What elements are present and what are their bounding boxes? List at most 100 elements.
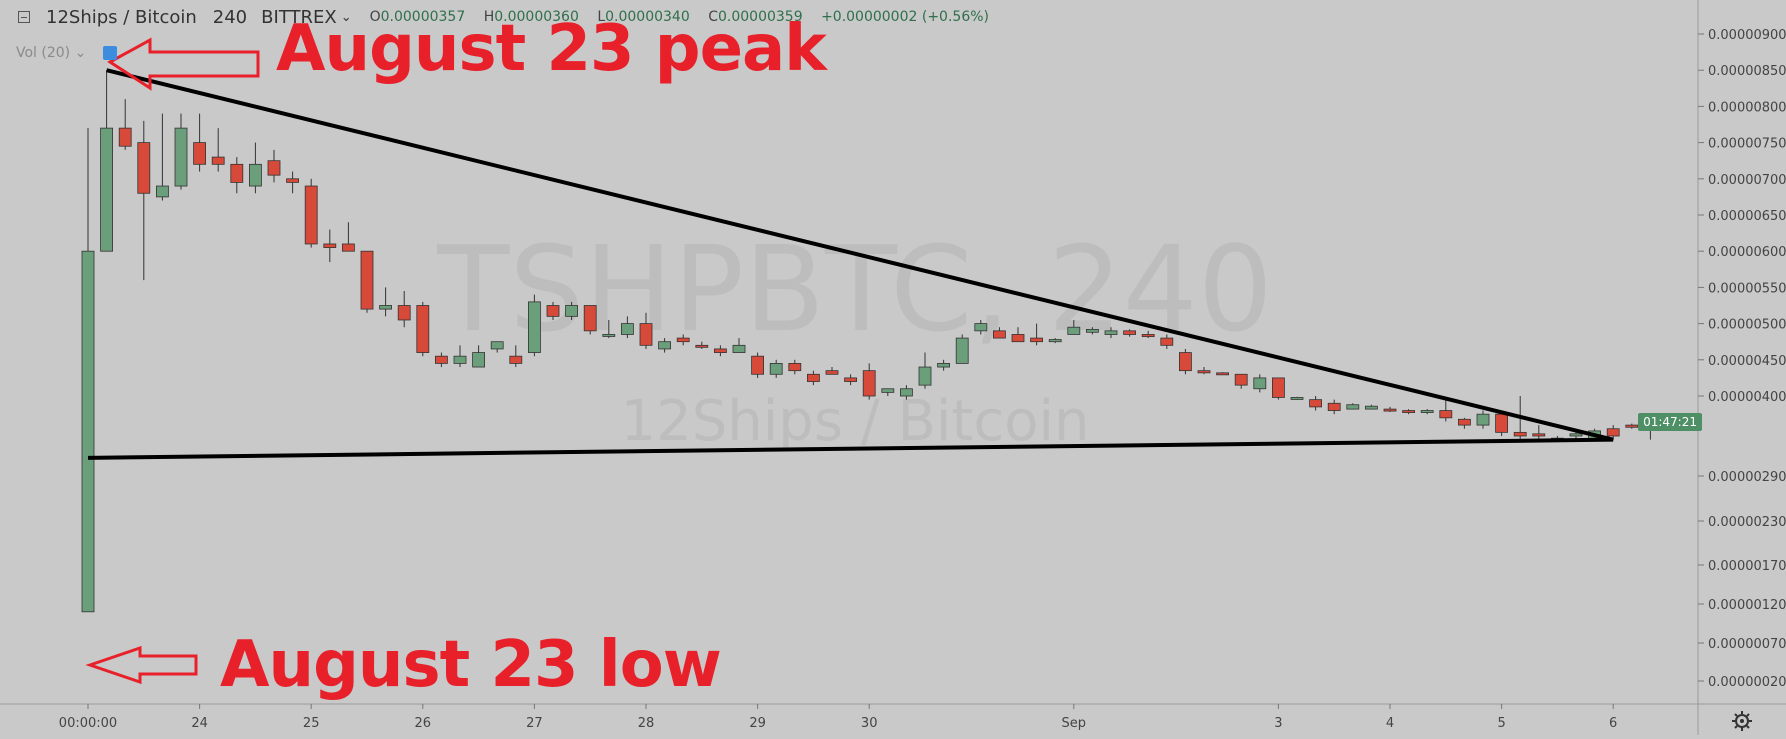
candle [565, 301, 578, 320]
candle-body [1253, 377, 1267, 390]
candle-body [658, 341, 671, 350]
candle-body [1327, 402, 1341, 411]
price-tick-label: 0.00000290 [1708, 470, 1786, 485]
candle-body [528, 301, 541, 353]
candle [323, 229, 337, 263]
gear-icon[interactable] [1732, 711, 1752, 731]
time-tick-label: 5 [1497, 716, 1505, 731]
candle [807, 370, 820, 386]
time-tick-label: 30 [861, 716, 878, 731]
price-tick-label: 0.00000170 [1708, 559, 1786, 574]
candle [1011, 327, 1025, 343]
candle [974, 319, 988, 335]
candle [546, 301, 560, 320]
watermark: TSHPBTC, 240 12Ships / Bitcoin [436, 220, 1273, 454]
price-axis[interactable]: 0.00000900 0.00000850 0.00000800 0.00000750… [1698, 28, 1786, 690]
candle-body [1048, 339, 1062, 343]
candle-body [155, 185, 169, 198]
candle-body [1290, 397, 1304, 400]
candle-body [1625, 424, 1639, 428]
candle-body [341, 243, 355, 252]
price-tick-label: 0.00000850 [1708, 64, 1786, 79]
candle-body [1476, 413, 1490, 426]
candle [416, 301, 430, 357]
symbol-name[interactable]: 12Ships / Bitcoin [46, 6, 197, 28]
candle [1104, 327, 1118, 339]
candle [453, 345, 467, 368]
time-tick-label: 3 [1274, 716, 1282, 731]
candle-body [1272, 377, 1285, 398]
candle-body [862, 370, 876, 397]
candle-body [993, 330, 1006, 339]
candle-body [248, 163, 262, 187]
candles-layer [81, 70, 1657, 613]
candle [1458, 417, 1471, 429]
volume-indicator[interactable]: Vol (20) ⌄ [16, 45, 117, 61]
candle [900, 385, 913, 400]
candle-body [453, 355, 467, 364]
chevron-down-icon[interactable]: ⌄ [74, 45, 87, 61]
candle [1309, 396, 1322, 411]
candle-body [416, 305, 430, 353]
annotation-peak: August 23 peak [276, 12, 827, 86]
candle [1067, 319, 1081, 335]
price-tick-label: 0.00000900 [1708, 28, 1786, 43]
candle [1197, 367, 1211, 375]
candle-body [788, 363, 802, 372]
candle [174, 113, 188, 190]
candle-body [1160, 337, 1174, 346]
candle [1123, 329, 1136, 337]
trendline-support[interactable] [87, 437, 1614, 460]
candle-body [1067, 326, 1081, 335]
candle-body [602, 334, 616, 337]
candle-body [1569, 433, 1583, 437]
candle [602, 319, 616, 339]
candle [1532, 425, 1546, 440]
candle [918, 352, 932, 389]
candle-body [1197, 370, 1211, 374]
trendline-resistance[interactable] [106, 68, 1614, 442]
candle-body [1346, 404, 1360, 410]
candle [751, 352, 764, 378]
candle-body [918, 366, 932, 386]
interval-label[interactable]: 240 [212, 6, 248, 28]
time-tick-label: 24 [191, 716, 208, 731]
candle-body [1420, 410, 1434, 413]
price-tick-label: 0.00000650 [1708, 209, 1786, 224]
candle [81, 128, 95, 613]
candle-body [472, 352, 486, 368]
price-tick-label: 0.00000120 [1708, 598, 1786, 613]
candle [676, 334, 690, 346]
candle [1253, 374, 1267, 393]
candle [304, 178, 318, 248]
time-axis[interactable]: 00:00:00 24 25 26 27 28 29 30 Sep 3 4 5 6 [59, 704, 1618, 731]
candle-body [267, 160, 281, 176]
candle [844, 374, 857, 386]
price-tick-label: 0.00000070 [1708, 637, 1786, 652]
candle-body [621, 323, 634, 335]
candle-body [379, 305, 393, 310]
exchange-label[interactable]: BITTREX [261, 6, 337, 28]
candle-body [397, 305, 411, 321]
candle [937, 359, 950, 371]
eye-icon[interactable] [102, 46, 117, 60]
candle [1290, 396, 1304, 400]
candle-body [118, 127, 132, 147]
low-arrow-icon [85, 645, 198, 685]
candle-body [323, 243, 337, 248]
candle-body [137, 142, 151, 194]
candle-body [230, 163, 244, 183]
candle [1420, 409, 1434, 415]
candle-body [639, 323, 653, 346]
change-value: +0.00000002 (+0.56%) [821, 9, 989, 25]
candle [230, 157, 244, 194]
trendlines-layer [87, 68, 1614, 460]
candle-body [807, 373, 820, 382]
chevron-down-icon[interactable]: ⌄ [340, 9, 352, 25]
candle-body [751, 355, 764, 375]
minus-box-icon[interactable] [18, 11, 30, 23]
candle-body [769, 363, 783, 375]
candle [621, 316, 634, 339]
